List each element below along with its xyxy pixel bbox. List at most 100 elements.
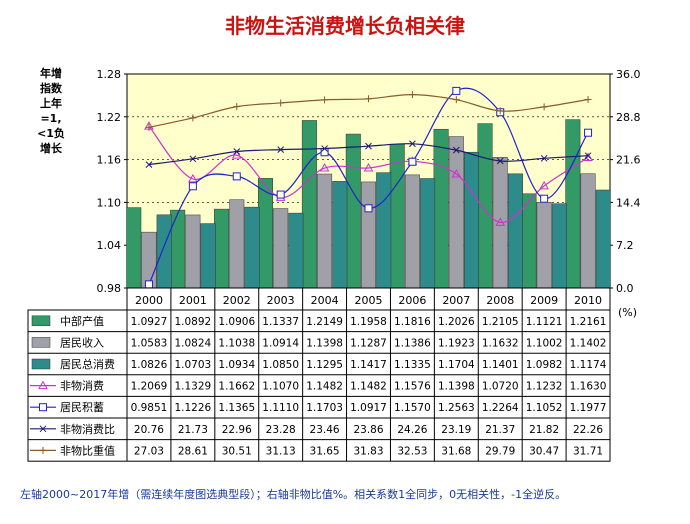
data-label: 1.0914 xyxy=(262,337,299,349)
data-label: 0.9851 xyxy=(131,402,168,414)
data-label: 31.13 xyxy=(266,445,296,457)
bar-居民总消费 xyxy=(200,223,216,289)
legend-label: 居民积蓄 xyxy=(60,401,104,414)
right-axis-tick-label: 14.4 xyxy=(616,196,641,209)
data-label: 1.1121 xyxy=(526,316,563,328)
point-居民积蓄 xyxy=(364,204,373,213)
category-label: 2004 xyxy=(311,294,339,307)
data-label: 1.1417 xyxy=(350,359,387,371)
point-非物比重值 xyxy=(540,103,548,111)
data-label: 31.68 xyxy=(441,445,471,457)
data-label: 1.1401 xyxy=(482,359,519,371)
data-label: 24.26 xyxy=(397,424,427,436)
point-居民积蓄 xyxy=(584,128,593,137)
point-非物比重值 xyxy=(233,103,241,111)
data-label: 1.1174 xyxy=(570,359,607,371)
point-非物消费比 xyxy=(277,146,285,153)
left-axis-label: 年增指数上年=1,<1负增长 xyxy=(37,67,65,155)
point-非物消费比 xyxy=(365,142,372,150)
data-label: 31.65 xyxy=(310,445,340,457)
left-axis-tick-label: 1.10 xyxy=(97,196,122,209)
data-label: 1.1337 xyxy=(262,316,299,328)
data-label: 1.1662 xyxy=(218,381,255,393)
data-label: 23.46 xyxy=(310,424,340,436)
legend-marker-居民积蓄 xyxy=(39,403,47,412)
point-非物消费比 xyxy=(584,152,592,160)
legend-label: 居民收入 xyxy=(60,335,104,349)
right-axis-tick-label: 36.0 xyxy=(616,68,641,81)
data-label: 1.0892 xyxy=(174,316,211,328)
point-非物消费比 xyxy=(321,145,328,152)
bar-居民收入 xyxy=(185,214,201,289)
data-label: 30.51 xyxy=(222,445,252,457)
bar-居民总消费 xyxy=(464,151,480,289)
point-非物消费 xyxy=(583,152,593,161)
data-label: 23.86 xyxy=(353,424,383,436)
point-非物消费 xyxy=(188,173,198,183)
data-label: 1.1570 xyxy=(394,402,431,414)
left-axis-tick-label: 1.28 xyxy=(97,68,122,81)
data-label: 1.1386 xyxy=(394,337,431,349)
data-label: 1.1704 xyxy=(438,359,475,371)
data-label: 1.1923 xyxy=(438,337,475,349)
bar-中部产值 xyxy=(477,123,493,289)
point-居民积蓄 xyxy=(276,190,285,199)
data-label: 1.0982 xyxy=(526,359,563,371)
data-label: 1.1232 xyxy=(526,381,563,393)
bar-中部产值 xyxy=(170,209,186,289)
bar-居民总消费 xyxy=(551,203,567,289)
data-label: 23.19 xyxy=(441,424,471,436)
data-label: 1.1398 xyxy=(306,337,343,349)
bar-居民总消费 xyxy=(332,181,348,289)
data-label: 1.1398 xyxy=(438,381,475,393)
point-居民积蓄 xyxy=(188,182,197,191)
bar-中部产值 xyxy=(433,128,449,289)
legend-swatch-居民收入 xyxy=(31,337,51,348)
legend-label: 非物消费 xyxy=(60,379,104,393)
data-label: 1.2161 xyxy=(570,316,607,328)
data-label: 1.0720 xyxy=(482,381,519,393)
bar-居民总消费 xyxy=(507,173,523,289)
data-label: 1.1402 xyxy=(570,337,607,349)
bar-居民收入 xyxy=(229,199,245,289)
point-居民积蓄 xyxy=(408,157,417,166)
point-居民积蓄 xyxy=(144,280,153,289)
bar-居民总消费 xyxy=(595,189,611,289)
bar-中部产值 xyxy=(257,178,273,289)
left-axis-tick-label: 1.04 xyxy=(97,239,122,252)
data-label: 23.28 xyxy=(266,424,296,436)
data-label: 1.0927 xyxy=(131,316,168,328)
point-非物比重值 xyxy=(189,114,197,122)
bar-中部产值 xyxy=(301,120,317,289)
point-非物消费 xyxy=(451,169,462,178)
point-居民积蓄 xyxy=(320,148,329,157)
legend-marker-非物比重值 xyxy=(39,446,47,454)
data-label: 1.0583 xyxy=(131,337,168,349)
point-非物比重值 xyxy=(277,99,285,107)
chart-title: 非物生活消费增长负相关律 xyxy=(225,14,465,38)
bar-居民总消费 xyxy=(376,172,392,289)
bar-居民收入 xyxy=(141,231,157,289)
category-label: 2007 xyxy=(442,294,470,307)
category-label: 2003 xyxy=(267,294,295,307)
bar-中部产值 xyxy=(389,143,405,289)
left-axis-tick-label: 0.98 xyxy=(97,282,122,295)
point-非物比重值 xyxy=(496,107,504,115)
data-label: 1.1335 xyxy=(394,359,431,371)
category-label: 2000 xyxy=(135,294,163,307)
data-label: 20.76 xyxy=(134,424,164,436)
data-label: 1.1632 xyxy=(482,337,519,349)
left-axis-tick-label: 1.16 xyxy=(97,154,122,167)
bar-居民总消费 xyxy=(244,206,260,289)
legend-label: 中部产值 xyxy=(60,314,104,328)
category-label: 2009 xyxy=(530,294,558,307)
point-非物比重值 xyxy=(452,96,460,104)
bar-居民收入 xyxy=(580,173,596,289)
right-axis-tick-label: 21.6 xyxy=(616,154,641,167)
data-label: 1.1977 xyxy=(570,402,607,414)
data-label: 1.2563 xyxy=(438,402,475,414)
data-label: 31.71 xyxy=(573,445,603,457)
data-label: 1.2264 xyxy=(482,402,519,414)
data-label: 1.0917 xyxy=(350,402,387,414)
point-非物消费比 xyxy=(540,154,548,162)
